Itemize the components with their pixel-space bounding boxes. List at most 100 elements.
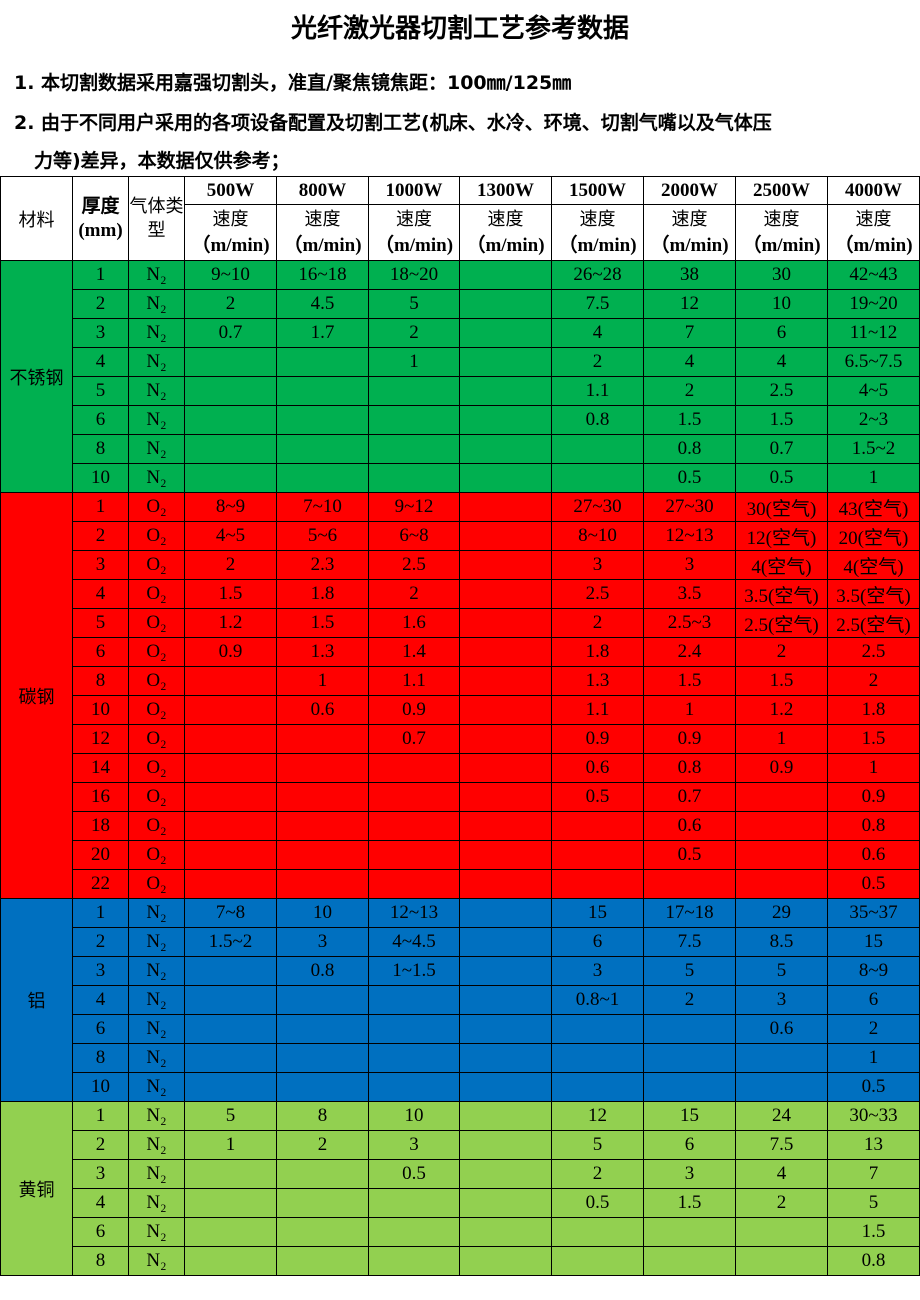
unit-label: （m/min) bbox=[191, 234, 270, 256]
speed-cell: 27~30 bbox=[551, 492, 644, 522]
thickness-cell: 20 bbox=[72, 840, 129, 870]
thickness-cell: 5 bbox=[72, 376, 129, 406]
gas-cell: N₂ bbox=[128, 289, 185, 319]
speed-cell bbox=[184, 1246, 277, 1276]
speed-cell: 5 bbox=[551, 1130, 644, 1160]
speed-cell: 3 bbox=[551, 550, 644, 580]
speed-cell: 4 bbox=[735, 1159, 828, 1189]
speed-cell: 29 bbox=[735, 898, 828, 928]
thickness-cell: 6 bbox=[72, 405, 129, 435]
speed-cell: 0.6 bbox=[643, 811, 736, 841]
gas-cell: N₂ bbox=[128, 1101, 185, 1131]
speed-cell bbox=[368, 1014, 460, 1044]
speed-cell: 7~8 bbox=[184, 898, 277, 928]
speed-cell: 6 bbox=[827, 985, 920, 1015]
gas-cell: N₂ bbox=[128, 434, 185, 464]
speed-cell: 0.8 bbox=[643, 753, 736, 783]
speed-cell: 1.5 bbox=[827, 724, 920, 754]
speed-cell: 1 bbox=[827, 1043, 920, 1073]
speed-label: 速度 bbox=[671, 208, 708, 230]
speed-cell: 1.7 bbox=[276, 318, 369, 348]
speed-cell: 2 bbox=[184, 289, 277, 319]
header-thickness: 厚度(mm) bbox=[72, 176, 129, 261]
speed-cell bbox=[459, 898, 552, 928]
table-row: 12 O₂ 0.7 0.9 0.9 1 1.5 bbox=[0, 724, 920, 754]
header-power: 1000W bbox=[368, 176, 460, 205]
speed-cell: 13 bbox=[827, 1130, 920, 1160]
table-row: 6 N₂ 1.5 bbox=[0, 1217, 920, 1247]
header-power: 1500W bbox=[551, 176, 644, 205]
speed-cell: 27~30 bbox=[643, 492, 736, 522]
speed-cell: 1.5 bbox=[735, 405, 828, 435]
speed-cell bbox=[459, 724, 552, 754]
speed-cell bbox=[276, 811, 369, 841]
speed-cell bbox=[184, 666, 277, 696]
speed-cell bbox=[368, 985, 460, 1015]
speed-cell: 3 bbox=[643, 1159, 736, 1189]
gas-cell: N₂ bbox=[128, 1014, 185, 1044]
table-row: 2 O₂ 4~5 5~6 6~8 8~10 12~13 12(空气) 20(空气) bbox=[0, 521, 920, 551]
speed-cell bbox=[184, 753, 277, 783]
speed-cell: 3 bbox=[368, 1130, 460, 1160]
speed-cell bbox=[459, 811, 552, 841]
thickness-cell: 6 bbox=[72, 1217, 129, 1247]
thickness-cell: 10 bbox=[72, 1072, 129, 1102]
speed-cell: 3.5(空气) bbox=[735, 579, 828, 609]
header-power: 2000W bbox=[643, 176, 736, 205]
gas-cell: N₂ bbox=[128, 1217, 185, 1247]
speed-cell bbox=[459, 1101, 552, 1131]
speed-cell bbox=[459, 1014, 552, 1044]
speed-cell bbox=[551, 1246, 644, 1276]
speed-cell bbox=[184, 724, 277, 754]
gas-cell: N₂ bbox=[128, 927, 185, 957]
header-power: 2500W bbox=[735, 176, 828, 205]
speed-cell: 1.5~2 bbox=[827, 434, 920, 464]
speed-cell bbox=[551, 1043, 644, 1073]
speed-cell: 3.5(空气) bbox=[827, 579, 920, 609]
unit-label: （m/min) bbox=[742, 234, 821, 256]
speed-cell bbox=[368, 782, 460, 812]
thickness-cell: 2 bbox=[72, 521, 129, 551]
speed-cell bbox=[276, 1246, 369, 1276]
page-title: 光纤激光器切割工艺参考数据 bbox=[290, 14, 629, 44]
speed-cell: 0.9 bbox=[184, 637, 277, 667]
speed-cell: 0.5 bbox=[643, 463, 736, 493]
speed-cell: 1.4 bbox=[368, 637, 460, 667]
speed-cell bbox=[643, 1072, 736, 1102]
speed-cell: 30(空气) bbox=[735, 492, 828, 522]
speed-cell: 6 bbox=[643, 1130, 736, 1160]
header-speed-unit: 速度 （m/min) bbox=[827, 204, 920, 261]
speed-cell: 0.6 bbox=[827, 840, 920, 870]
speed-cell: 1.5 bbox=[276, 608, 369, 638]
gas-cell: N₂ bbox=[128, 1246, 185, 1276]
speed-cell: 1.2 bbox=[735, 695, 828, 725]
speed-cell bbox=[459, 753, 552, 783]
speed-cell bbox=[459, 376, 552, 406]
thickness-cell: 8 bbox=[72, 1043, 129, 1073]
speed-cell: 20(空气) bbox=[827, 521, 920, 551]
unit-label: （m/min) bbox=[834, 234, 913, 256]
speed-cell: 3 bbox=[551, 956, 644, 986]
speed-cell: 3 bbox=[276, 927, 369, 957]
unit-label: （m/min) bbox=[283, 234, 362, 256]
speed-cell: 0.9 bbox=[643, 724, 736, 754]
speed-cell: 11~12 bbox=[827, 318, 920, 348]
speed-cell: 2.5 bbox=[827, 637, 920, 667]
table-row: 3 N₂ 0.5 2 3 4 7 bbox=[0, 1159, 920, 1189]
table-row: 4 N₂ 0.5 1.5 2 5 bbox=[0, 1188, 920, 1218]
speed-cell: 1 bbox=[184, 1130, 277, 1160]
thickness-cell: 10 bbox=[72, 695, 129, 725]
speed-cell: 6.5~7.5 bbox=[827, 347, 920, 377]
table-row: 8 N₂ 0.8 0.7 1.5~2 bbox=[0, 434, 920, 464]
table-row: 2 N₂ 1 2 3 5 6 7.5 13 bbox=[0, 1130, 920, 1160]
table-row: 14 O₂ 0.6 0.8 0.9 1 bbox=[0, 753, 920, 783]
speed-cell: 1.5 bbox=[735, 666, 828, 696]
speed-cell bbox=[643, 1043, 736, 1073]
gas-cell: O₂ bbox=[128, 521, 185, 551]
speed-cell bbox=[459, 1188, 552, 1218]
speed-cell bbox=[459, 956, 552, 986]
speed-cell: 1.3 bbox=[551, 666, 644, 696]
speed-cell: 2 bbox=[368, 318, 460, 348]
gas-cell: O₂ bbox=[128, 724, 185, 754]
speed-cell: 5 bbox=[368, 289, 460, 319]
